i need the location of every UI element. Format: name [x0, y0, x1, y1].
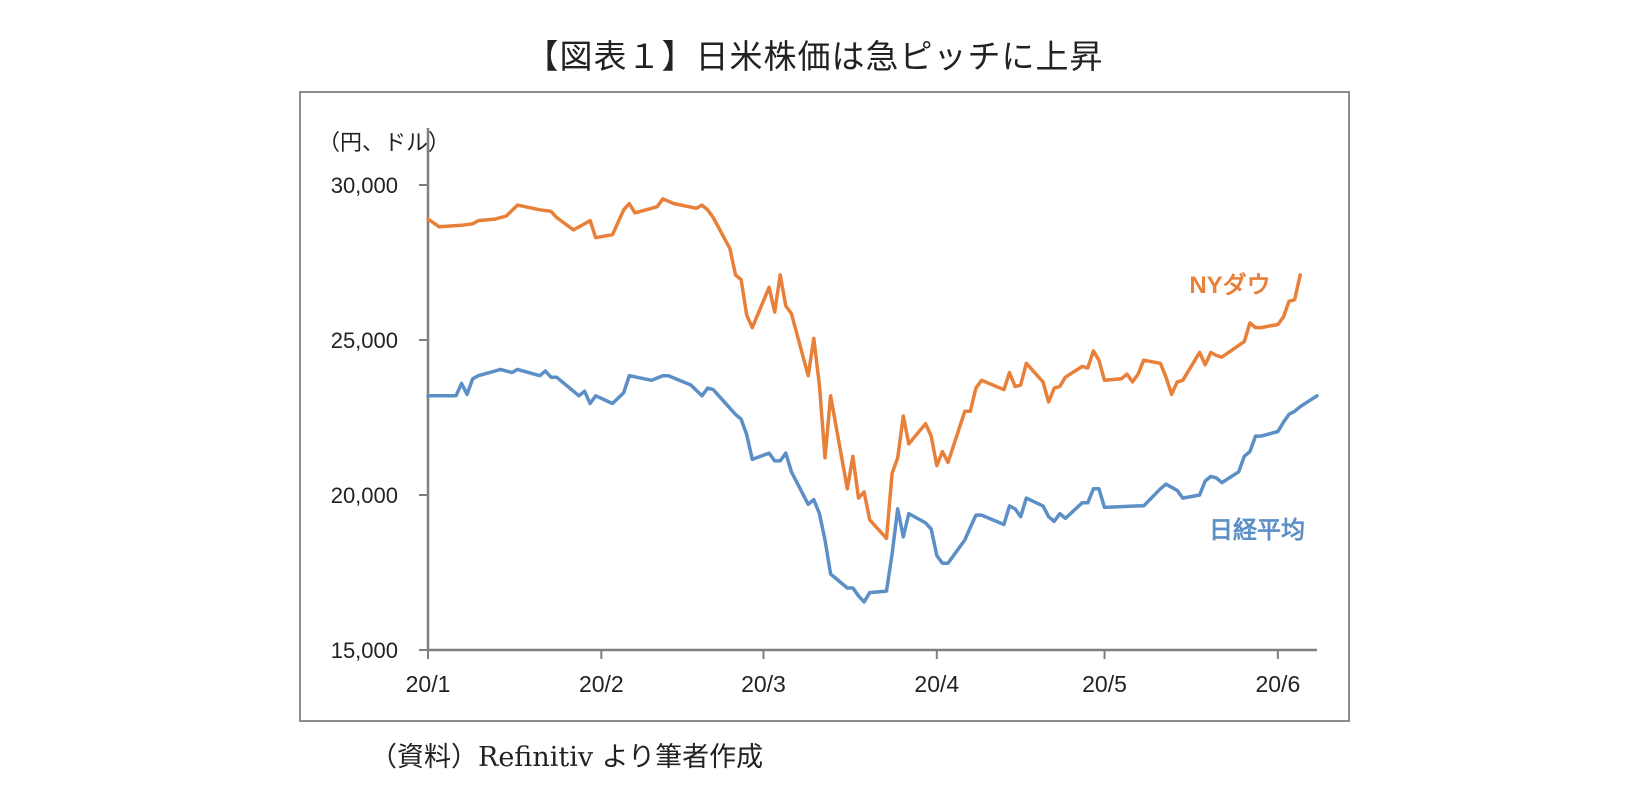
y-tick-label: 30,000	[331, 173, 398, 198]
x-tick-label: 20/5	[1082, 671, 1127, 697]
series-lines	[426, 197, 1319, 604]
series-line-1	[426, 367, 1319, 604]
series-label-1: 日経平均	[1209, 516, 1305, 544]
chart-frame	[299, 91, 1350, 722]
series-line-0	[426, 197, 1302, 541]
y-tick-label: 15,000	[331, 638, 398, 663]
y-tick-label: 25,000	[331, 328, 398, 353]
chart-title: 【図表１】日米株価は急ピッチに上昇	[525, 37, 1104, 76]
y-axis-label: （円、ドル）	[318, 130, 450, 155]
series-label-0: NYダウ	[1189, 271, 1270, 299]
x-tick-label: 20/4	[914, 671, 959, 697]
source-note: （資料）Refinitiv より筆者作成	[370, 742, 764, 773]
x-tick-label: 20/3	[741, 671, 786, 697]
x-tick-label: 20/2	[579, 671, 624, 697]
series-labels: （円、ドル） 15,000 20,000 25,000 30,000 20/1 20/2 20…	[318, 130, 1305, 697]
x-tick-label: 20/1	[406, 671, 451, 697]
axes	[419, 128, 1317, 659]
y-tick-label: 20,000	[331, 483, 398, 508]
x-tick-label: 20/6	[1255, 671, 1300, 697]
